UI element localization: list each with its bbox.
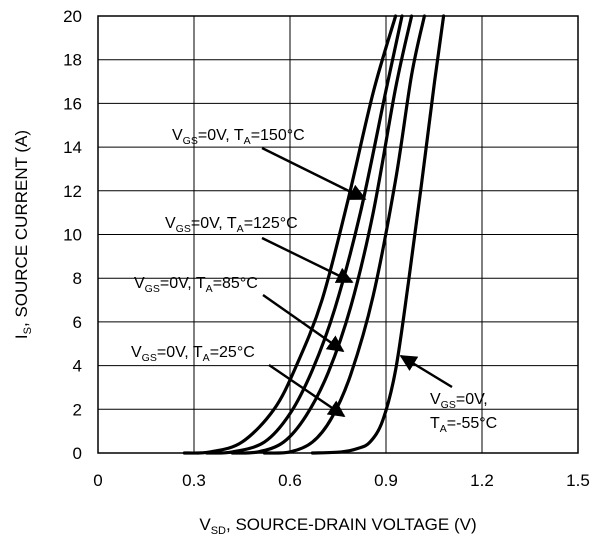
x-axis-label-sub: SD bbox=[211, 525, 226, 537]
annotation-arrow-3 bbox=[268, 364, 346, 417]
annotation-text: A bbox=[440, 423, 447, 435]
y-tick-label: 10 bbox=[63, 226, 82, 245]
annotation-text: GS bbox=[142, 352, 157, 364]
annotation-label: VGS=0V, TA=150°C bbox=[172, 127, 305, 147]
y-tick-label: 0 bbox=[73, 444, 82, 463]
annotation-text: =0V, T bbox=[198, 127, 244, 144]
annotation-text: =125°C bbox=[244, 215, 298, 232]
annotation-text: V bbox=[165, 215, 176, 232]
annotation-label: VGS=0V, TA=85°C bbox=[134, 275, 258, 295]
annotation-text: A bbox=[206, 283, 213, 295]
annotation-arrow-0 bbox=[261, 146, 367, 201]
annotation-arrow-1 bbox=[261, 236, 354, 284]
annotation-text: T bbox=[430, 415, 440, 432]
annotation-text: V bbox=[131, 344, 142, 361]
annotation-text: =150°C bbox=[251, 127, 305, 144]
x-tick-labels: 0 0.3 0.6 0.9 1.2 1.5 bbox=[93, 471, 590, 490]
annotation-arrow-2 bbox=[262, 294, 345, 352]
annotation-text: =0V, T bbox=[160, 275, 206, 292]
annotation-arrows bbox=[261, 146, 453, 417]
x-axis-label-rest: , SOURCE-DRAIN VOLTAGE (V) bbox=[226, 515, 477, 534]
annotation-3: VGS=0V, TA=25°C bbox=[131, 344, 255, 364]
annotation-text: V bbox=[430, 391, 441, 408]
annotation-4: VGS=0V, TA=-55°C bbox=[430, 391, 497, 435]
series-line-0 bbox=[182, 14, 398, 455]
y-tick-label: 4 bbox=[73, 357, 82, 376]
annotation-text: =0V, T bbox=[191, 215, 237, 232]
series-line-2 bbox=[230, 14, 414, 455]
annotation-arrow-4 bbox=[399, 354, 453, 389]
x-tick-label: 0.3 bbox=[182, 471, 206, 490]
y-axis-label: IS, SOURCE CURRENT (A) bbox=[12, 130, 34, 339]
annotation-text: GS bbox=[145, 283, 160, 295]
annotation-label: TA=-55°C bbox=[430, 415, 497, 435]
annotation-0: VGS=0V, TA=150°C bbox=[172, 127, 305, 147]
y-tick-label: 12 bbox=[63, 182, 82, 201]
series-line-1 bbox=[205, 14, 404, 455]
plot-frame bbox=[97, 15, 579, 454]
y-tick-label: 8 bbox=[73, 269, 82, 288]
annotation-text: A bbox=[203, 352, 210, 364]
annotation-2: VGS=0V, TA=85°C bbox=[134, 275, 258, 295]
y-axis-label-sub: S bbox=[22, 327, 34, 334]
x-axis-label: VSD, SOURCE-DRAIN VOLTAGE (V) bbox=[199, 515, 476, 537]
y-tick-label: 14 bbox=[63, 138, 82, 157]
annotation-text: =0V, T bbox=[157, 344, 203, 361]
y-tick-label: 16 bbox=[63, 94, 82, 113]
x-axis-label-main: V bbox=[199, 515, 211, 534]
y-tick-label: 20 bbox=[63, 7, 82, 26]
y-axis-label-rest: , SOURCE CURRENT (A) bbox=[12, 130, 31, 327]
y-axis-label-main: I bbox=[12, 334, 31, 339]
annotation-text: =25°C bbox=[210, 344, 255, 361]
annotation-text: GS bbox=[176, 223, 191, 235]
x-tick-label: 0.6 bbox=[278, 471, 302, 490]
annotation-text: =-55°C bbox=[447, 415, 497, 432]
x-tick-label: 1.5 bbox=[566, 471, 590, 490]
annotation-text: A bbox=[237, 223, 244, 235]
annotation-text: GS bbox=[441, 399, 456, 411]
y-tick-label: 6 bbox=[73, 313, 82, 332]
annotation-text: V bbox=[172, 127, 183, 144]
annotation-text: V bbox=[134, 275, 145, 292]
annotation-label: VGS=0V, TA=25°C bbox=[131, 344, 255, 364]
series-line-3 bbox=[262, 14, 426, 455]
x-tick-label: 0 bbox=[93, 471, 102, 490]
annotation-text: GS bbox=[183, 135, 198, 147]
annotation-text: =0V, bbox=[456, 391, 488, 408]
x-tick-label: 1.2 bbox=[470, 471, 494, 490]
annotation-label: VGS=0V, bbox=[430, 391, 488, 411]
series-group bbox=[182, 14, 446, 455]
annotation-1: VGS=0V, TA=125°C bbox=[165, 215, 298, 235]
annotation-text: A bbox=[244, 135, 251, 147]
y-tick-label: 2 bbox=[73, 400, 82, 419]
x-tick-label: 0.9 bbox=[374, 471, 398, 490]
series-line-4 bbox=[310, 14, 446, 455]
annotation-label: VGS=0V, TA=125°C bbox=[165, 215, 298, 235]
annotation-text: =85°C bbox=[213, 275, 258, 292]
y-tick-labels: 0 2 4 6 8 10 12 14 16 18 20 bbox=[63, 7, 82, 463]
y-tick-label: 18 bbox=[63, 51, 82, 70]
